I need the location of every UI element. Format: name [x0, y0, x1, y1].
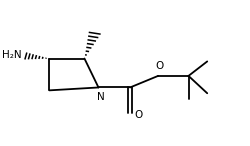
Text: O: O [155, 61, 164, 72]
Text: O: O [135, 110, 143, 120]
Text: N: N [98, 92, 105, 102]
Text: H₂N: H₂N [2, 50, 21, 60]
